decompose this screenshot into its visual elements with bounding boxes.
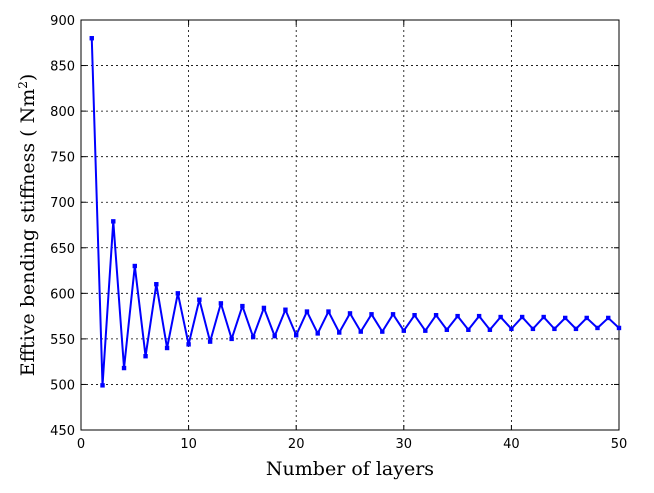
- data-point: [272, 333, 277, 339]
- data-point: [552, 326, 557, 332]
- data-point: [154, 282, 159, 287]
- data-point: [283, 307, 288, 312]
- data-point: [240, 303, 245, 309]
- data-point: [541, 314, 546, 320]
- data-point: [595, 325, 600, 331]
- x-tick-label: 40: [503, 437, 520, 452]
- data-point: [606, 315, 611, 321]
- data-point: [229, 336, 234, 342]
- y-tick-label: 550: [50, 333, 75, 348]
- data-point: [261, 305, 267, 311]
- data-point: [390, 312, 396, 317]
- y-tick-label: 450: [50, 424, 75, 439]
- data-point: [563, 315, 568, 321]
- data-point: [498, 314, 503, 320]
- y-tick-label: 750: [50, 151, 75, 166]
- y-tick-label: 650: [50, 242, 75, 257]
- data-point: [294, 333, 299, 338]
- data-point: [347, 311, 353, 316]
- y-axis-title-superscript: 2: [16, 81, 30, 89]
- x-tick-label: 20: [288, 437, 305, 452]
- series-group: [89, 36, 622, 388]
- y-tick-label: 600: [50, 287, 75, 302]
- data-point: [100, 383, 105, 388]
- data-point: [197, 297, 202, 302]
- data-point: [358, 329, 363, 334]
- data-point: [444, 327, 450, 332]
- axis-ticks: 0 10 20 30 40 50 450 500 550 600 650 700 750 800 850 90…: [50, 14, 627, 452]
- y-tick-label: 500: [50, 378, 75, 393]
- data-point: [143, 354, 148, 359]
- data-point: [476, 313, 482, 319]
- x-tick-label: 30: [396, 437, 413, 452]
- y-tick-label: 850: [50, 60, 75, 75]
- x-tick-label: 50: [611, 437, 628, 452]
- plot-area: [81, 20, 619, 430]
- data-point: [573, 326, 579, 332]
- data-point: [519, 314, 525, 320]
- data-point: [616, 325, 622, 331]
- x-tick-label: 0: [77, 437, 85, 452]
- data-point: [89, 36, 94, 41]
- data-point: [401, 328, 406, 333]
- plot-frame: [80, 19, 620, 431]
- data-point: [132, 263, 137, 269]
- data-point: [186, 342, 191, 347]
- y-tick-label: 800: [50, 105, 75, 120]
- data-point: [423, 328, 428, 333]
- data-point: [433, 313, 439, 318]
- data-point: [412, 313, 417, 318]
- data-point: [380, 329, 385, 334]
- data-point: [164, 345, 170, 351]
- x-tick-label: 10: [180, 437, 197, 452]
- data-point: [121, 365, 127, 371]
- data-point: [509, 326, 514, 332]
- data-point: [369, 312, 374, 317]
- data-point: [326, 309, 331, 314]
- data-point: [111, 219, 116, 224]
- grid: [81, 20, 619, 430]
- data-point: [530, 326, 536, 332]
- data-point: [250, 334, 256, 340]
- data-point: [304, 309, 310, 314]
- y-tick-label: 700: [50, 196, 75, 211]
- data-point: [487, 327, 493, 332]
- y-tick-label: 900: [50, 14, 75, 29]
- data-point: [584, 315, 589, 321]
- x-axis-title: Number of layers: [266, 458, 434, 480]
- data-point: [337, 330, 342, 335]
- y-axis-title: Efftive bending stiffness ( Nm2): [16, 74, 39, 377]
- data-point: [175, 291, 181, 296]
- y-axis-title-main: Efftive bending stiffness ( Nm: [17, 89, 39, 377]
- y-axis-title-suffix: ): [17, 74, 39, 81]
- data-point: [455, 313, 460, 319]
- data-point: [218, 301, 224, 306]
- data-point: [207, 339, 213, 344]
- data-point: [466, 327, 471, 332]
- data-point: [315, 331, 320, 336]
